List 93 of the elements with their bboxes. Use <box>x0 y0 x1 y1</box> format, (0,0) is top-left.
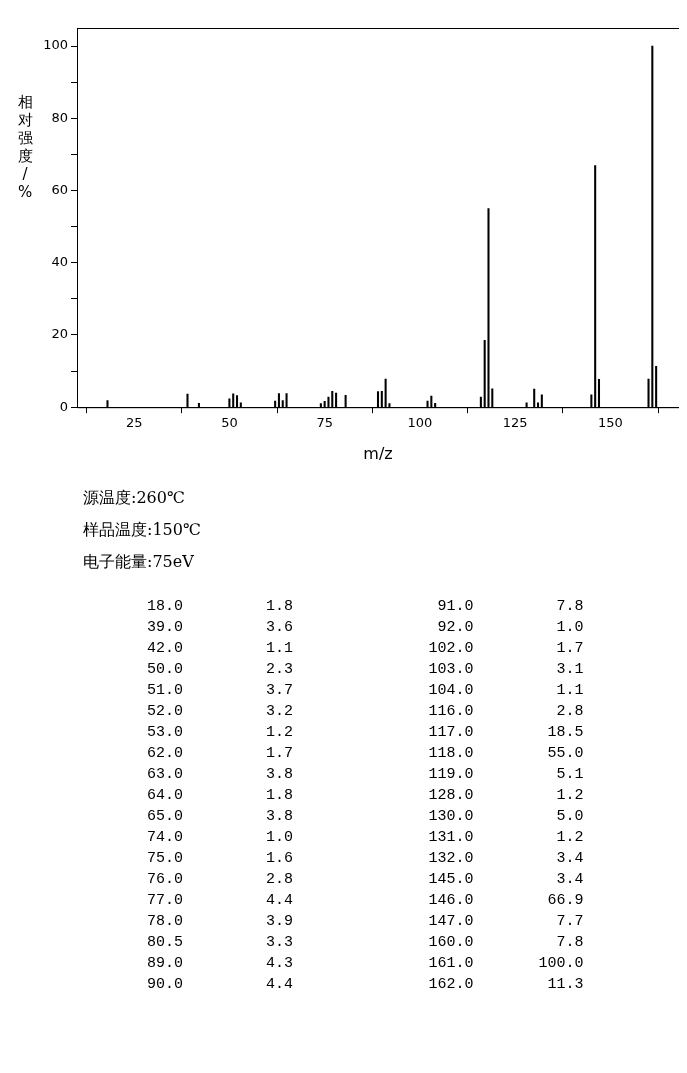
category-label: 42.0 <box>146 640 183 659</box>
category-label: 80.5 <box>146 934 183 953</box>
x-tick-label: 50 <box>221 415 238 431</box>
text: 1.8 <box>265 787 293 804</box>
text: 4.4 <box>265 892 293 909</box>
text: 源温度:260℃ <box>83 488 186 509</box>
text: 1.2 <box>556 787 584 804</box>
category-label: 146.0 <box>427 892 474 911</box>
text: 1.6 <box>265 850 293 867</box>
text: 7.8 <box>556 934 584 951</box>
category-label: 52.0 <box>146 703 183 722</box>
y-axis-title: 相对强度/% <box>17 92 33 201</box>
category-label: 118.0 <box>427 745 474 764</box>
category-label: 90.0 <box>146 976 183 995</box>
category-label: 76.0 <box>146 871 183 890</box>
text: 5.1 <box>556 766 584 783</box>
text: 3.9 <box>265 913 293 930</box>
text: 18.5 <box>547 724 584 741</box>
y-tick-label: 0 <box>59 398 68 414</box>
x-tick-label: 25 <box>125 415 143 431</box>
category-label: 53.0 <box>146 724 183 743</box>
category-label: 77.0 <box>146 892 183 911</box>
x-tick-label: 150 <box>598 415 623 431</box>
text: 1.1 <box>265 640 293 657</box>
text: 3.8 <box>265 808 293 825</box>
text: 1.7 <box>265 745 293 762</box>
text: 电子能量:75eV <box>83 552 195 573</box>
category-label: 75.0 <box>146 850 183 869</box>
category-label: 65.0 <box>146 808 183 827</box>
text: 3.4 <box>556 871 584 888</box>
text: 1.7 <box>556 640 584 657</box>
text: 11.3 <box>547 976 584 993</box>
text: 3.6 <box>265 619 293 636</box>
text: 样品温度:150℃ <box>83 520 202 541</box>
category-label: 62.0 <box>146 745 183 764</box>
text: 3.1 <box>556 661 584 678</box>
category-label: 147.0 <box>427 913 474 932</box>
text: 1.0 <box>265 829 293 846</box>
category-label: 145.0 <box>427 871 474 890</box>
category-label: 18.0 <box>146 598 183 617</box>
category-label: 50.0 <box>146 661 183 680</box>
category-label: 102.0 <box>427 640 474 659</box>
text: 1.2 <box>265 724 293 741</box>
category-label: 160.0 <box>427 934 474 953</box>
text: 2.3 <box>265 661 293 678</box>
y-tick-label: 60 <box>51 181 68 197</box>
category-label: 103.0 <box>427 661 474 680</box>
category-label: 128.0 <box>427 787 474 806</box>
text: 3.7 <box>265 682 293 699</box>
category-label: 119.0 <box>427 766 474 785</box>
text: 66.9 <box>547 892 584 909</box>
category-label: 74.0 <box>146 829 183 848</box>
text: 3.8 <box>265 766 293 783</box>
y-tick-label: 20 <box>51 326 68 342</box>
category-label: 131.0 <box>427 829 474 848</box>
category-label: 64.0 <box>146 787 183 806</box>
text: 1.1 <box>556 682 584 699</box>
y-tick-label: 80 <box>51 109 68 125</box>
text: 100.0 <box>538 955 584 972</box>
text: 1.0 <box>556 619 584 636</box>
x-tick-label: 75 <box>316 415 333 431</box>
text: 7.7 <box>556 913 584 930</box>
text: 1.8 <box>265 598 293 615</box>
category-label: 104.0 <box>427 682 474 701</box>
text: 1.2 <box>556 829 584 846</box>
category-label: 78.0 <box>146 913 183 932</box>
category-label: 162.0 <box>427 976 474 995</box>
category-label: 63.0 <box>146 766 183 785</box>
text: 2.8 <box>265 871 293 888</box>
text: 5.0 <box>556 808 584 825</box>
x-tick-label: 100 <box>407 415 433 431</box>
text: 4.4 <box>265 976 293 993</box>
category-label: 91.0 <box>436 598 474 617</box>
category-label: 161.0 <box>427 955 474 974</box>
text: 55.0 <box>547 745 584 762</box>
category-label: 51.0 <box>146 682 183 701</box>
category-label: 116.0 <box>427 703 474 722</box>
text: 2.8 <box>556 703 584 720</box>
y-tick-label: 40 <box>51 254 68 270</box>
text: 3.2 <box>265 703 293 720</box>
text: 3.3 <box>265 934 293 951</box>
category-label: 39.0 <box>146 619 183 638</box>
category-label: 132.0 <box>427 850 474 869</box>
y-tick-label: 100 <box>43 37 68 53</box>
category-label: 92.0 <box>436 619 474 638</box>
x-axis-title: m/z <box>363 443 393 463</box>
text: 3.4 <box>556 850 584 867</box>
text: 4.3 <box>265 955 293 972</box>
category-label: 89.0 <box>146 955 183 974</box>
category-label: 130.0 <box>427 808 474 827</box>
category-label: 117.0 <box>427 724 474 743</box>
x-tick-label: 125 <box>502 415 528 431</box>
text: 7.8 <box>556 598 584 615</box>
